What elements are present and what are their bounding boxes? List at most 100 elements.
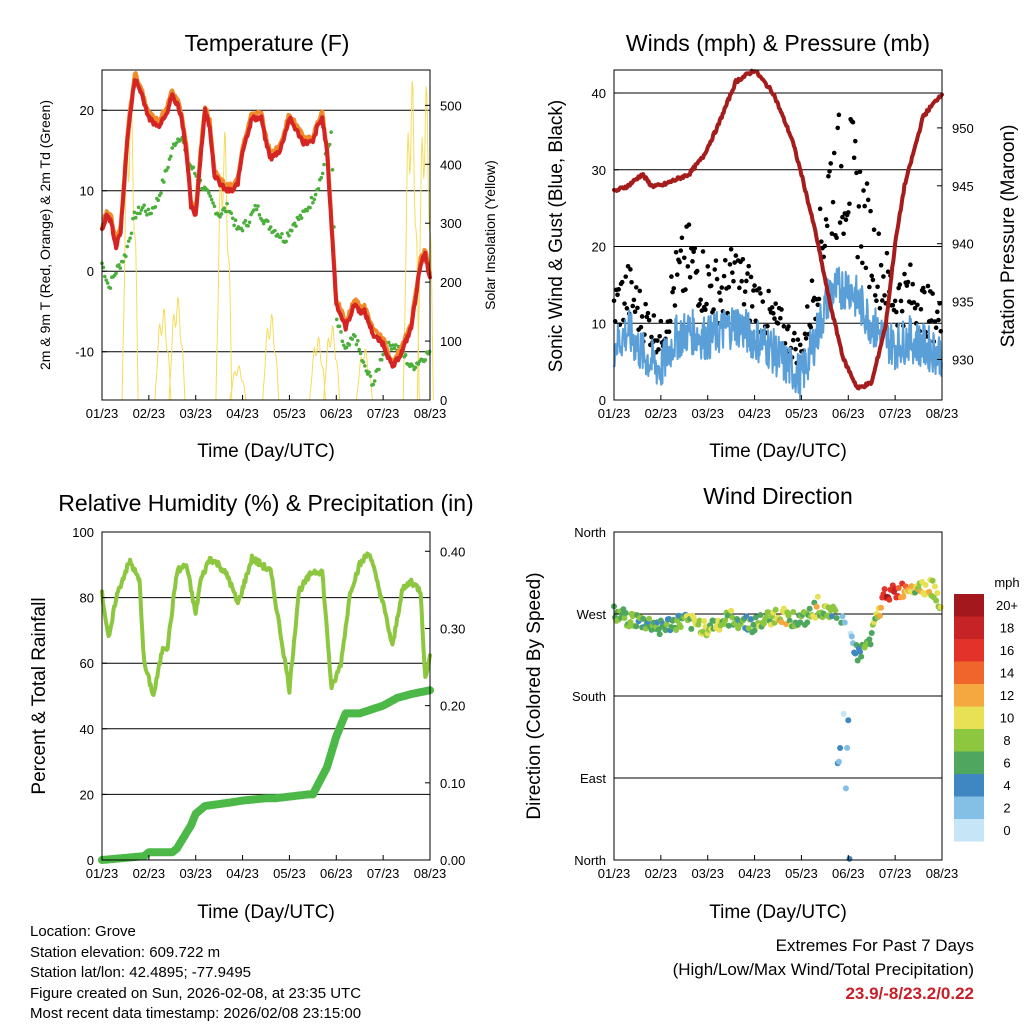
gust-point: [690, 259, 695, 264]
gust-point: [766, 288, 771, 294]
dewpoint-point: [132, 210, 137, 215]
gust-point: [863, 265, 869, 271]
gust-point: [669, 274, 674, 279]
gust-point: [740, 256, 746, 262]
y2-tick-label: 100: [440, 334, 462, 349]
y-tick-label: North: [574, 525, 606, 540]
gust-point: [635, 305, 640, 311]
x-tick-label: 04/23: [226, 406, 259, 421]
solar-insolation-line: [168, 297, 186, 401]
direction-point: [895, 585, 902, 592]
dewpoint-point: [386, 340, 391, 345]
dewpoint-point: [114, 271, 118, 276]
dewpoint-point: [377, 367, 381, 372]
gust-point: [625, 263, 631, 269]
dewpoint-point: [266, 219, 270, 224]
gust-point: [851, 155, 857, 161]
dewpoint-point: [339, 330, 343, 334]
dewpoint-point: [341, 343, 346, 348]
dewpoint-point: [389, 347, 394, 351]
humidity-panel: Relative Humidity (%) & Precipitation (i…: [29, 490, 474, 923]
x-tick-label: 02/23: [645, 406, 678, 421]
direction-point: [858, 653, 865, 660]
direction-point: [922, 582, 929, 589]
gust-point: [869, 273, 875, 279]
dewpoint-point: [327, 142, 332, 147]
dewpoint-point: [312, 197, 317, 202]
legend-swatch: [954, 684, 984, 707]
gust-point: [683, 287, 688, 292]
gust-point: [671, 286, 677, 291]
dewpoint-point: [371, 382, 376, 387]
winds-panel: Winds (mph) & Pressure (mb) 40 30 20 10 0 95…: [546, 30, 1019, 462]
gust-point: [699, 308, 705, 313]
gust-point: [822, 243, 828, 249]
dewpoint-point: [191, 165, 196, 170]
dewpoint-point: [219, 212, 224, 216]
gust-point: [685, 264, 691, 269]
gust-point: [786, 324, 791, 329]
legend-label: 2: [1003, 801, 1010, 816]
legend-swatch: [954, 774, 984, 797]
gust-point: [615, 292, 620, 298]
gust-point: [868, 208, 873, 214]
gust-point: [925, 283, 931, 289]
gust-point: [758, 291, 763, 296]
direction-point: [881, 586, 888, 593]
humidity-title: Relative Humidity (%) & Precipitation (i…: [58, 490, 473, 516]
dewpoint-point: [308, 205, 312, 210]
x-tick-label: 03/23: [179, 406, 212, 421]
gust-point: [884, 250, 890, 256]
direction-point: [867, 641, 874, 648]
dewpoint-point: [391, 343, 395, 347]
direction-point: [790, 609, 797, 616]
legend-label: 0: [1003, 823, 1010, 838]
direction-point: [806, 605, 813, 612]
direction-point: [804, 619, 811, 626]
dewpoint-point: [334, 317, 339, 322]
gust-point: [865, 197, 871, 203]
x-tick-label: 03/23: [179, 866, 212, 881]
direction-point: [857, 648, 863, 655]
gust-point: [719, 285, 725, 290]
gust-point: [658, 318, 664, 324]
y2-tick-label: 0.10: [440, 776, 465, 791]
x-tick-label: 01/23: [598, 866, 631, 881]
gust-point: [875, 284, 880, 290]
gust-point: [643, 301, 648, 307]
gust-point: [748, 274, 754, 280]
sonic-wind-line: [613, 266, 943, 400]
y-tick-label: 60: [80, 656, 94, 671]
dewpoint-point: [253, 203, 258, 208]
y2-tick-label: 400: [440, 157, 462, 172]
y-tick-label: -10: [75, 345, 94, 360]
gust-point: [697, 301, 702, 307]
gust-point: [879, 298, 885, 303]
direction-point: [840, 710, 847, 717]
dewpoint-point: [240, 228, 245, 233]
direction-point: [934, 590, 941, 597]
gust-point: [679, 235, 685, 241]
gust-point: [840, 214, 845, 220]
dewpoint-point: [156, 198, 161, 203]
dewpoint-point: [350, 337, 355, 341]
direction-point: [646, 615, 653, 622]
dewpoint-point: [207, 191, 211, 195]
gust-point: [803, 336, 809, 341]
direction-point: [848, 633, 855, 640]
winds-title: Winds (mph) & Pressure (mb): [626, 30, 930, 56]
winds-y2-label: Station Pressure (Maroon): [998, 125, 1019, 348]
gust-point: [756, 286, 762, 291]
dewpoint-point: [129, 231, 134, 236]
direction-point: [812, 614, 819, 621]
direction-point: [833, 614, 840, 621]
legend-label: 18: [1000, 621, 1014, 636]
dewpoint-point: [313, 192, 318, 197]
direction-point: [662, 627, 669, 634]
direction-point: [688, 625, 695, 632]
gust-point: [692, 245, 698, 251]
winds-x-label: Time (Day/UTC): [709, 441, 847, 462]
y-tick-label: 0: [87, 264, 94, 279]
gust-point: [828, 161, 834, 166]
